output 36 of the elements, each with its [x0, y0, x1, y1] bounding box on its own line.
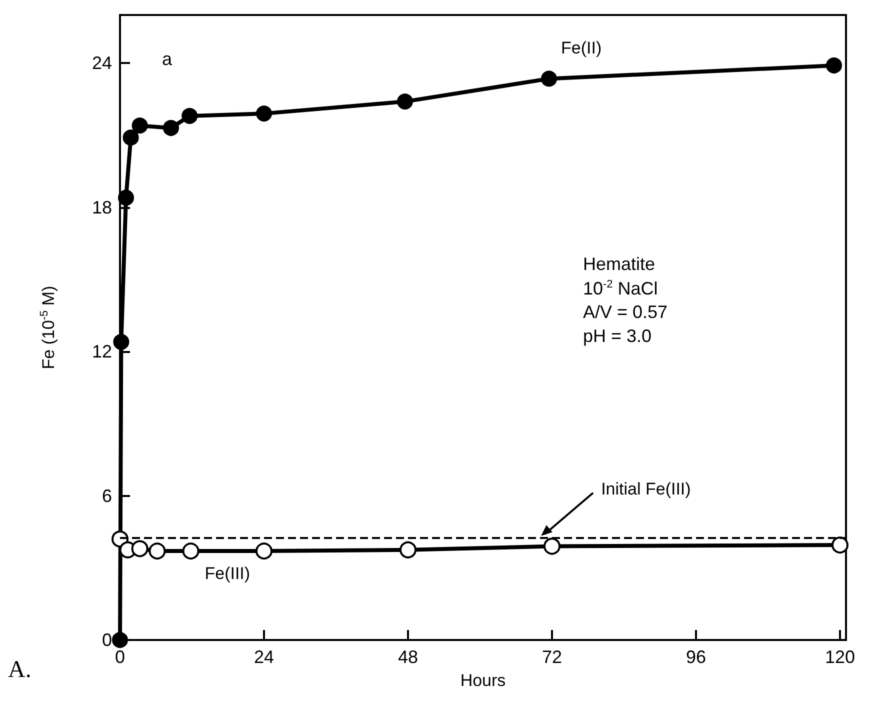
point	[182, 542, 200, 560]
y-tick-label: 24	[92, 53, 112, 74]
point	[397, 94, 413, 110]
annotation: a	[162, 49, 173, 69]
series-label: Fe(II)	[561, 38, 602, 58]
point	[826, 57, 842, 74]
point	[256, 542, 272, 560]
text: A.	[8, 657, 32, 683]
x-tick-label: 120	[824, 647, 856, 667]
y-axis-title: Fe (10-5 M)	[38, 286, 58, 370]
ref-line-label: Initial Fe(III)	[601, 479, 691, 498]
x-tick-label: 96	[686, 647, 706, 667]
point	[163, 120, 179, 136]
y-tick-label: 12	[92, 342, 112, 362]
x-tick-label: 72	[542, 647, 562, 667]
y-tick-label: 6	[102, 486, 112, 506]
point	[122, 130, 139, 146]
x-axis-title: Hours	[460, 671, 506, 690]
y-tick-label: 0	[102, 630, 112, 650]
point	[544, 538, 560, 555]
point	[832, 536, 848, 554]
point	[256, 106, 272, 122]
point	[148, 542, 166, 560]
point	[131, 540, 148, 558]
series-label: Fe(III)	[204, 564, 250, 584]
x-tick-label: 48	[398, 647, 418, 667]
point	[118, 190, 134, 206]
point	[400, 541, 416, 558]
point	[541, 70, 557, 87]
point	[132, 118, 148, 134]
point	[182, 108, 198, 124]
y-tick-label: 18	[92, 197, 112, 218]
point	[112, 632, 128, 648]
x-tick-label: 0	[114, 647, 126, 667]
point	[113, 334, 130, 350]
x-tick-label: 24	[254, 647, 274, 667]
